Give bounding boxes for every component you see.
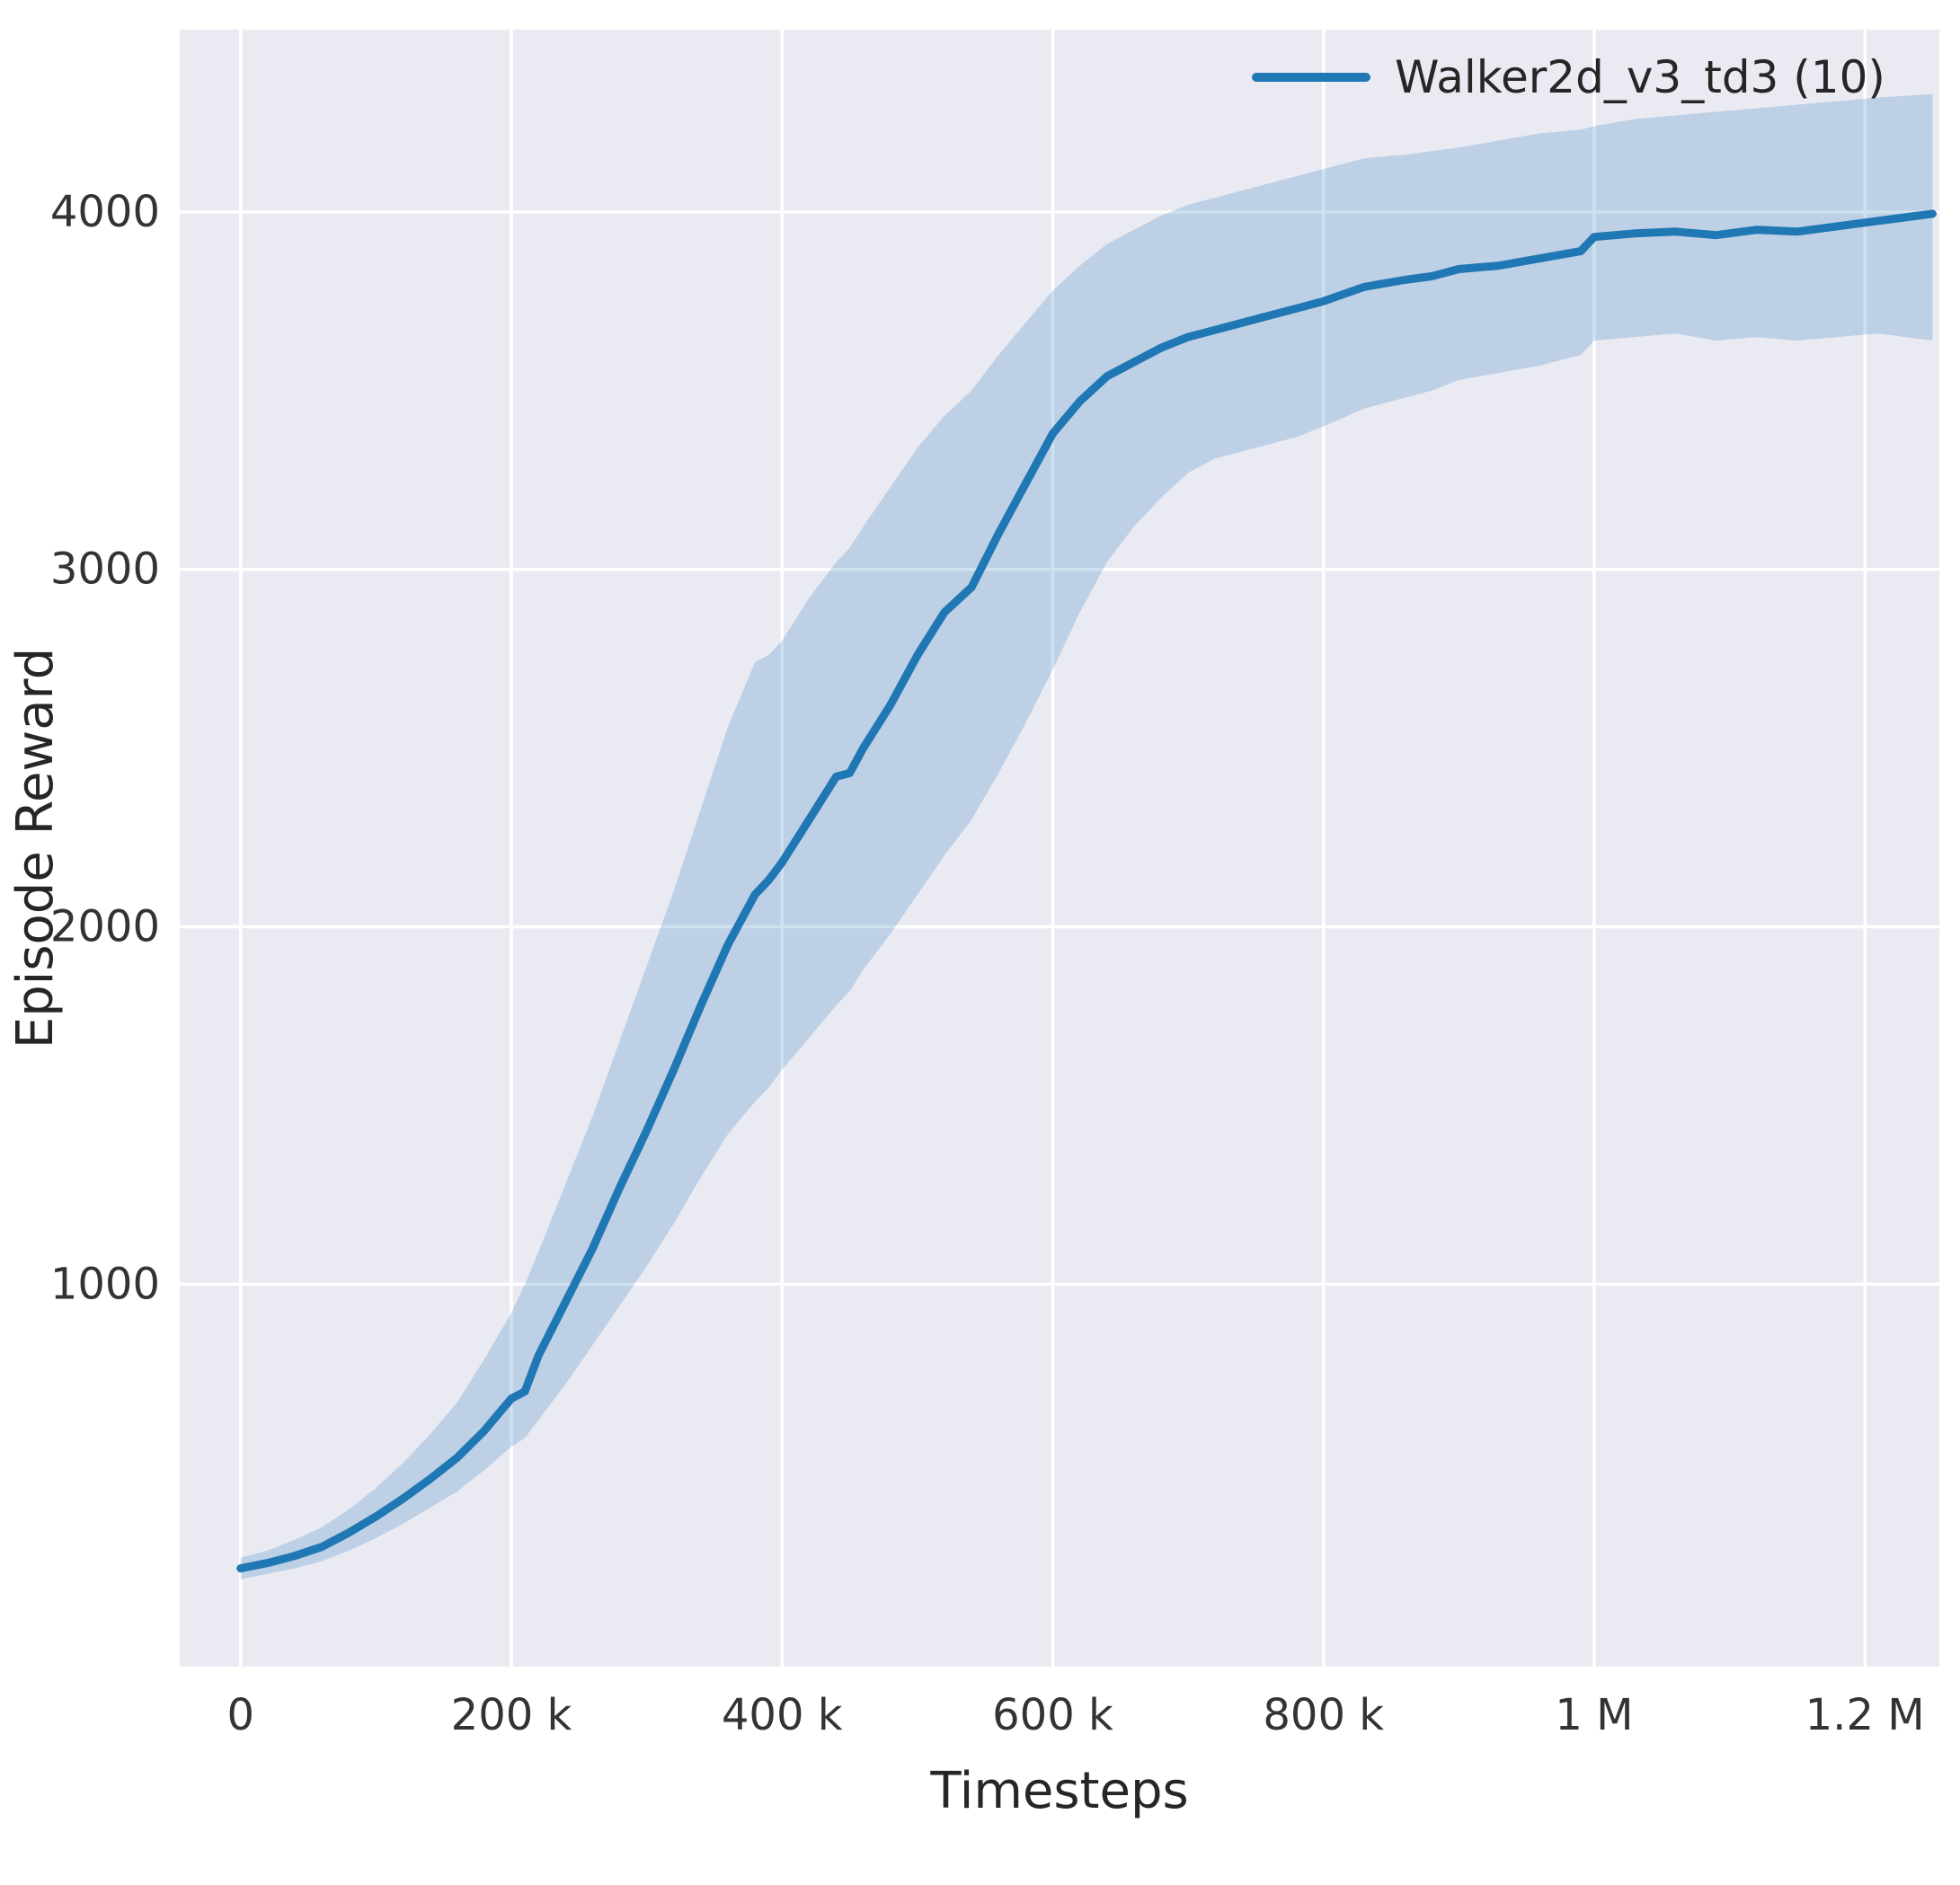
y-tick-label: 2000 <box>50 902 160 952</box>
confidence-band-area <box>240 93 1933 1580</box>
tick-labels: 0 200 k 400 k 600 k 800 k 1 M 1.2 M 1000 2000 300… <box>50 187 1925 1740</box>
y-tick-label: 1000 <box>50 1259 160 1309</box>
x-tick-label: 200 k <box>451 1690 572 1740</box>
legend: Walker2d_v3_td3 (10) <box>1252 51 1885 103</box>
grid-lines <box>180 30 1939 1667</box>
x-tick-label: 1 M <box>1555 1690 1633 1740</box>
legend-entry-label: Walker2d_v3_td3 (10) <box>1395 51 1885 103</box>
mean-line-path <box>236 209 1937 1573</box>
x-tick-label: 800 k <box>1263 1690 1384 1740</box>
mean-line <box>236 209 1937 1573</box>
x-tick-label: 600 k <box>992 1690 1113 1740</box>
y-axis-label: Episode Reward <box>6 648 65 1049</box>
x-axis-label: Timesteps <box>929 1762 1188 1820</box>
confidence-band <box>240 93 1933 1580</box>
x-tick-label: 0 <box>227 1690 255 1740</box>
x-tick-label: 1.2 M <box>1805 1690 1925 1740</box>
plot-area <box>180 30 1939 1667</box>
y-tick-label: 4000 <box>50 187 160 237</box>
y-tick-label: 3000 <box>50 544 160 595</box>
x-tick-label: 400 k <box>722 1690 843 1740</box>
